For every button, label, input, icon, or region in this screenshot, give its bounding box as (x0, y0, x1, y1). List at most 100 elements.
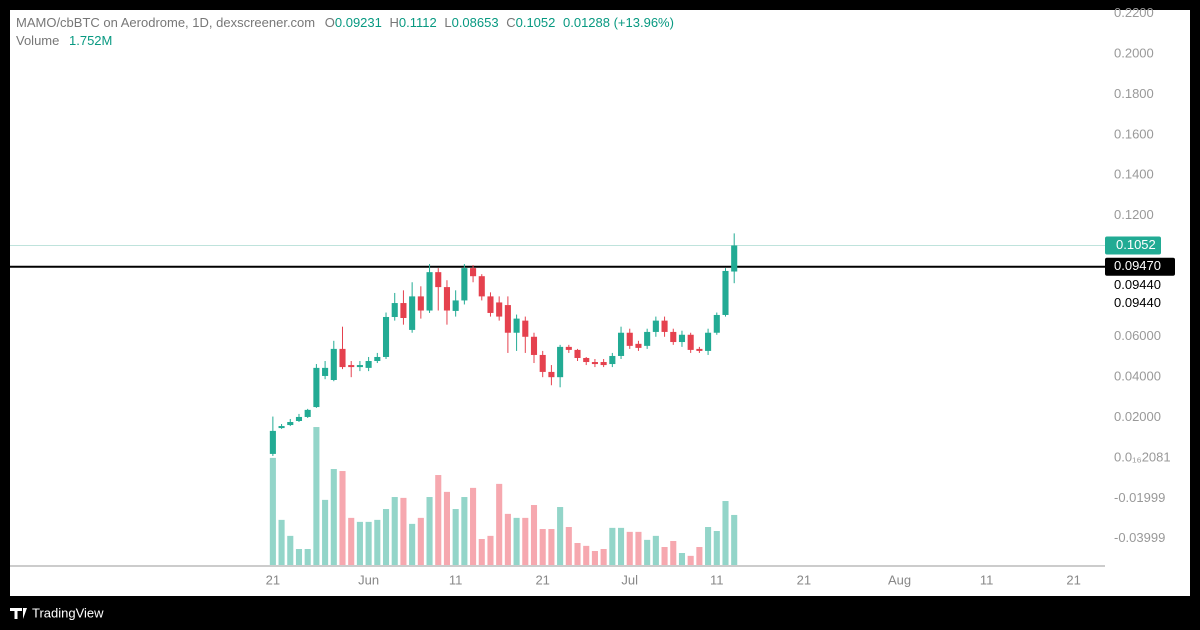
candle-body (591, 362, 598, 365)
candle-body (583, 357, 590, 363)
candle-body (635, 343, 642, 348)
candle-body (557, 346, 564, 378)
close-value: 0.1052 (516, 15, 556, 30)
volume-bar (487, 535, 494, 565)
candle-body (278, 426, 285, 429)
y-tick-label: 0.06000 (1114, 328, 1161, 343)
candle-body (487, 296, 494, 313)
candle-body (348, 365, 355, 368)
y-tick-label: 0.02000 (1114, 409, 1161, 424)
volume-value: 1.752M (69, 33, 112, 48)
candle-body (461, 268, 468, 301)
candle-body (322, 367, 329, 376)
candle-body (496, 302, 503, 317)
candle-body (339, 348, 346, 368)
candle-body (600, 362, 607, 366)
x-tick-label: 11 (980, 572, 994, 587)
volume-bar (609, 527, 616, 565)
y-tick-label: -0.01999 (1114, 490, 1165, 505)
x-tick-label: 21 (535, 572, 549, 587)
brand: TradingView (32, 605, 104, 620)
candle-body (365, 361, 372, 368)
volume-bar (426, 497, 433, 565)
plot-background (10, 10, 1190, 596)
volume-bar (522, 517, 529, 565)
y-tick-label: 0.2000 (1114, 45, 1154, 60)
candle-body (470, 268, 477, 277)
volume-bar (548, 529, 555, 565)
change-value: 0.01288 (+13.96%) (563, 15, 674, 30)
candle-body (539, 354, 546, 372)
volume-bar (635, 531, 642, 565)
volume-bar (348, 517, 355, 565)
candle-body (644, 331, 651, 346)
open-value: 0.09231 (335, 15, 382, 30)
candle-body (426, 272, 433, 311)
candle-body (443, 287, 451, 311)
volume-bar (278, 519, 285, 565)
y-tick-label: -0.03999 (1114, 530, 1165, 545)
volume-title: Volume (16, 33, 59, 48)
volume-bar (478, 539, 485, 565)
volume-bar (513, 517, 520, 565)
x-tick-label: 11 (449, 572, 463, 587)
chart-title: MAMO/cbBTC on Aerodrome, 1D, dexscreener… (16, 15, 315, 30)
legend: MAMO/cbBTC on Aerodrome, 1D, dexscreener… (16, 15, 674, 48)
candle-body (661, 320, 668, 332)
candle-body (617, 332, 625, 356)
candle-body (609, 355, 616, 365)
y-tick-label: 0.2200 (1114, 5, 1154, 20)
candle-body (478, 276, 485, 297)
candle-body (400, 303, 407, 318)
candle-body (713, 314, 720, 333)
axis-note: 0.09440 (1114, 277, 1161, 292)
candle-body (295, 416, 303, 421)
x-tick-label: Jun (358, 572, 379, 587)
candle-body (574, 349, 581, 358)
candle-body (435, 272, 442, 288)
volume-bar (731, 514, 738, 565)
candle-body (304, 409, 311, 417)
volume-bar (400, 497, 407, 565)
candle-body (722, 270, 729, 315)
brand-logo (10, 608, 27, 619)
candle-body (374, 356, 381, 362)
volume-bar (313, 427, 320, 565)
volume-bar (374, 519, 381, 565)
candle-body (687, 334, 694, 350)
volume-bar (435, 475, 442, 565)
volume-bar (356, 521, 363, 565)
candle-body (565, 346, 572, 350)
candle-body (705, 332, 712, 351)
candle-body (504, 305, 511, 333)
candle-body (452, 300, 459, 311)
volume-bar (322, 499, 329, 565)
candle-body (330, 348, 337, 380)
candle-body (513, 318, 520, 333)
volume-bar (696, 547, 703, 565)
volume-bar (574, 543, 581, 565)
candle-body (356, 365, 363, 368)
volume-bar (382, 509, 390, 565)
volume-bar (391, 497, 398, 565)
ohlc-letter: C (506, 15, 515, 30)
x-tick-label: 21 (1066, 572, 1080, 587)
last-price-box (1105, 236, 1161, 255)
volume-bar (304, 549, 311, 565)
y-tick-label: 0.1800 (1114, 86, 1154, 101)
volume-bar (713, 531, 720, 565)
x-tick-label: Jul (621, 572, 638, 587)
candle-body (678, 334, 686, 343)
volume-bar (583, 545, 590, 565)
volume-bar (557, 507, 564, 565)
volume-bar (600, 549, 607, 565)
volume-bar (705, 527, 712, 565)
candle-body (731, 245, 738, 272)
y-tick-label: 0.0₁₆2081 (1114, 449, 1171, 464)
x-tick-label: 11 (710, 572, 724, 587)
candle-body (530, 336, 538, 355)
candle-body (391, 303, 398, 317)
candle-body (696, 348, 703, 351)
